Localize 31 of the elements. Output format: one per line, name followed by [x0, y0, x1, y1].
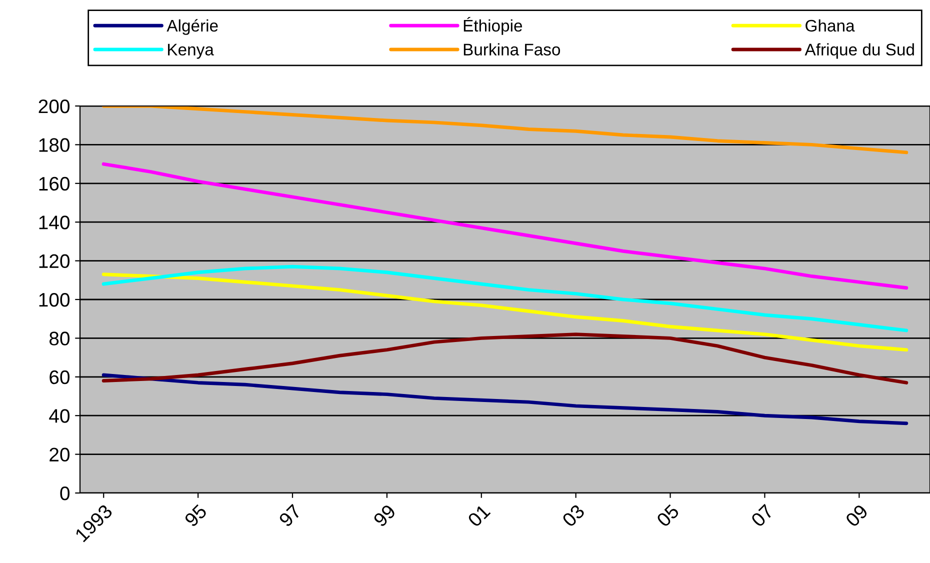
- y-tick-label: 80: [49, 332, 70, 346]
- x-tick-label: 95: [184, 504, 208, 528]
- line-series: [102, 373, 908, 426]
- line-series: [102, 332, 908, 384]
- y-tick-label: 200: [38, 99, 70, 114]
- x-tick-label: 97: [278, 504, 302, 528]
- legend-label: Burkina Faso: [464, 43, 560, 56]
- line-series: [102, 106, 908, 154]
- legend-label: Kenya: [168, 44, 214, 59]
- y-tick-label: 100: [39, 292, 70, 307]
- line-series: [102, 264, 908, 332]
- y-tick-label: 120: [39, 254, 70, 268]
- y-tick-label: 20: [50, 448, 70, 462]
- legend-label: Ghana: [806, 19, 855, 32]
- x-tick-label: 07: [750, 504, 774, 528]
- y-tick-label: 180: [39, 138, 70, 152]
- x-tick-label: 01: [466, 504, 491, 528]
- line-series: [102, 272, 908, 352]
- legend-label: Algérie: [166, 19, 218, 35]
- y-tick-label: 40: [49, 409, 70, 423]
- y-tick-label: 0: [60, 486, 70, 500]
- y-tick-label: 160: [39, 176, 70, 191]
- x-tick-label: 99: [372, 504, 396, 528]
- x-tick-label: 05: [656, 504, 680, 528]
- y-tick-label: 60: [50, 370, 70, 384]
- legend-label: Afrique du Sud: [804, 43, 914, 59]
- legend-label: Éthiopie: [464, 17, 522, 35]
- y-tick-label: 140: [39, 216, 70, 230]
- x-tick-label: 09: [844, 504, 869, 528]
- x-tick-label: 03: [561, 504, 586, 528]
- line-series: [102, 162, 908, 290]
